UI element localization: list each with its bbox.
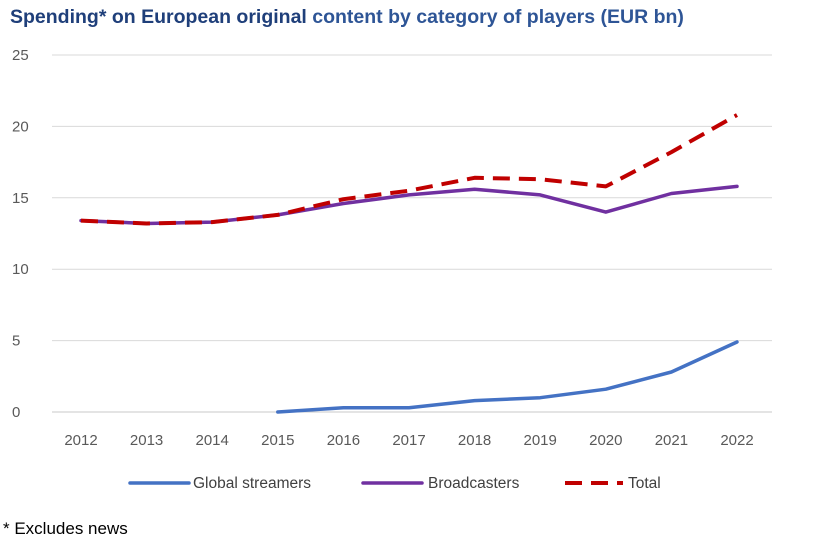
y-tick-label: 25 (12, 47, 29, 64)
x-tick-label: 2014 (196, 432, 229, 449)
x-tick-label: 2017 (392, 432, 425, 449)
legend: Global streamers Broadcasters Total (128, 475, 661, 492)
legend-label-global-streamers: Global streamers (193, 475, 311, 492)
y-tick-label: 0 (12, 404, 20, 421)
x-tick-label: 2016 (327, 432, 360, 449)
chart-title-part-2: content by category of players (EUR bn) (312, 6, 684, 28)
legend-label-total: Total (628, 475, 661, 492)
x-tick-label: 2021 (655, 432, 688, 449)
series-line-broadcasters (79, 184, 739, 226)
x-tick-label: 2013 (130, 432, 163, 449)
series-lines (79, 113, 739, 414)
chart-title-part-1: Spending* on European original (10, 6, 307, 28)
y-tick-label: 20 (12, 118, 29, 135)
series-line-total (80, 113, 738, 226)
series-line-global-streamers (276, 340, 739, 414)
y-axis: 0 5 10 15 20 25 (12, 47, 29, 421)
x-tick-label: 2019 (524, 432, 557, 449)
gridlines (52, 54, 772, 413)
y-tick-label: 10 (12, 261, 29, 278)
chart-title: Spending* on European original content b… (10, 6, 684, 29)
x-tick-label: 2012 (64, 432, 97, 449)
x-tick-label: 2020 (589, 432, 622, 449)
y-tick-label: 15 (12, 190, 29, 207)
x-tick-label: 2018 (458, 432, 491, 449)
x-axis: 2012 2013 2014 2015 2016 2017 2018 2019 2020 2021… (64, 432, 753, 449)
y-tick-label: 5 (12, 333, 20, 350)
x-tick-label: 2015 (261, 432, 294, 449)
legend-label-broadcasters: Broadcasters (428, 475, 520, 492)
footnote: * Excludes news (3, 519, 128, 538)
x-tick-label: 2022 (720, 432, 753, 449)
